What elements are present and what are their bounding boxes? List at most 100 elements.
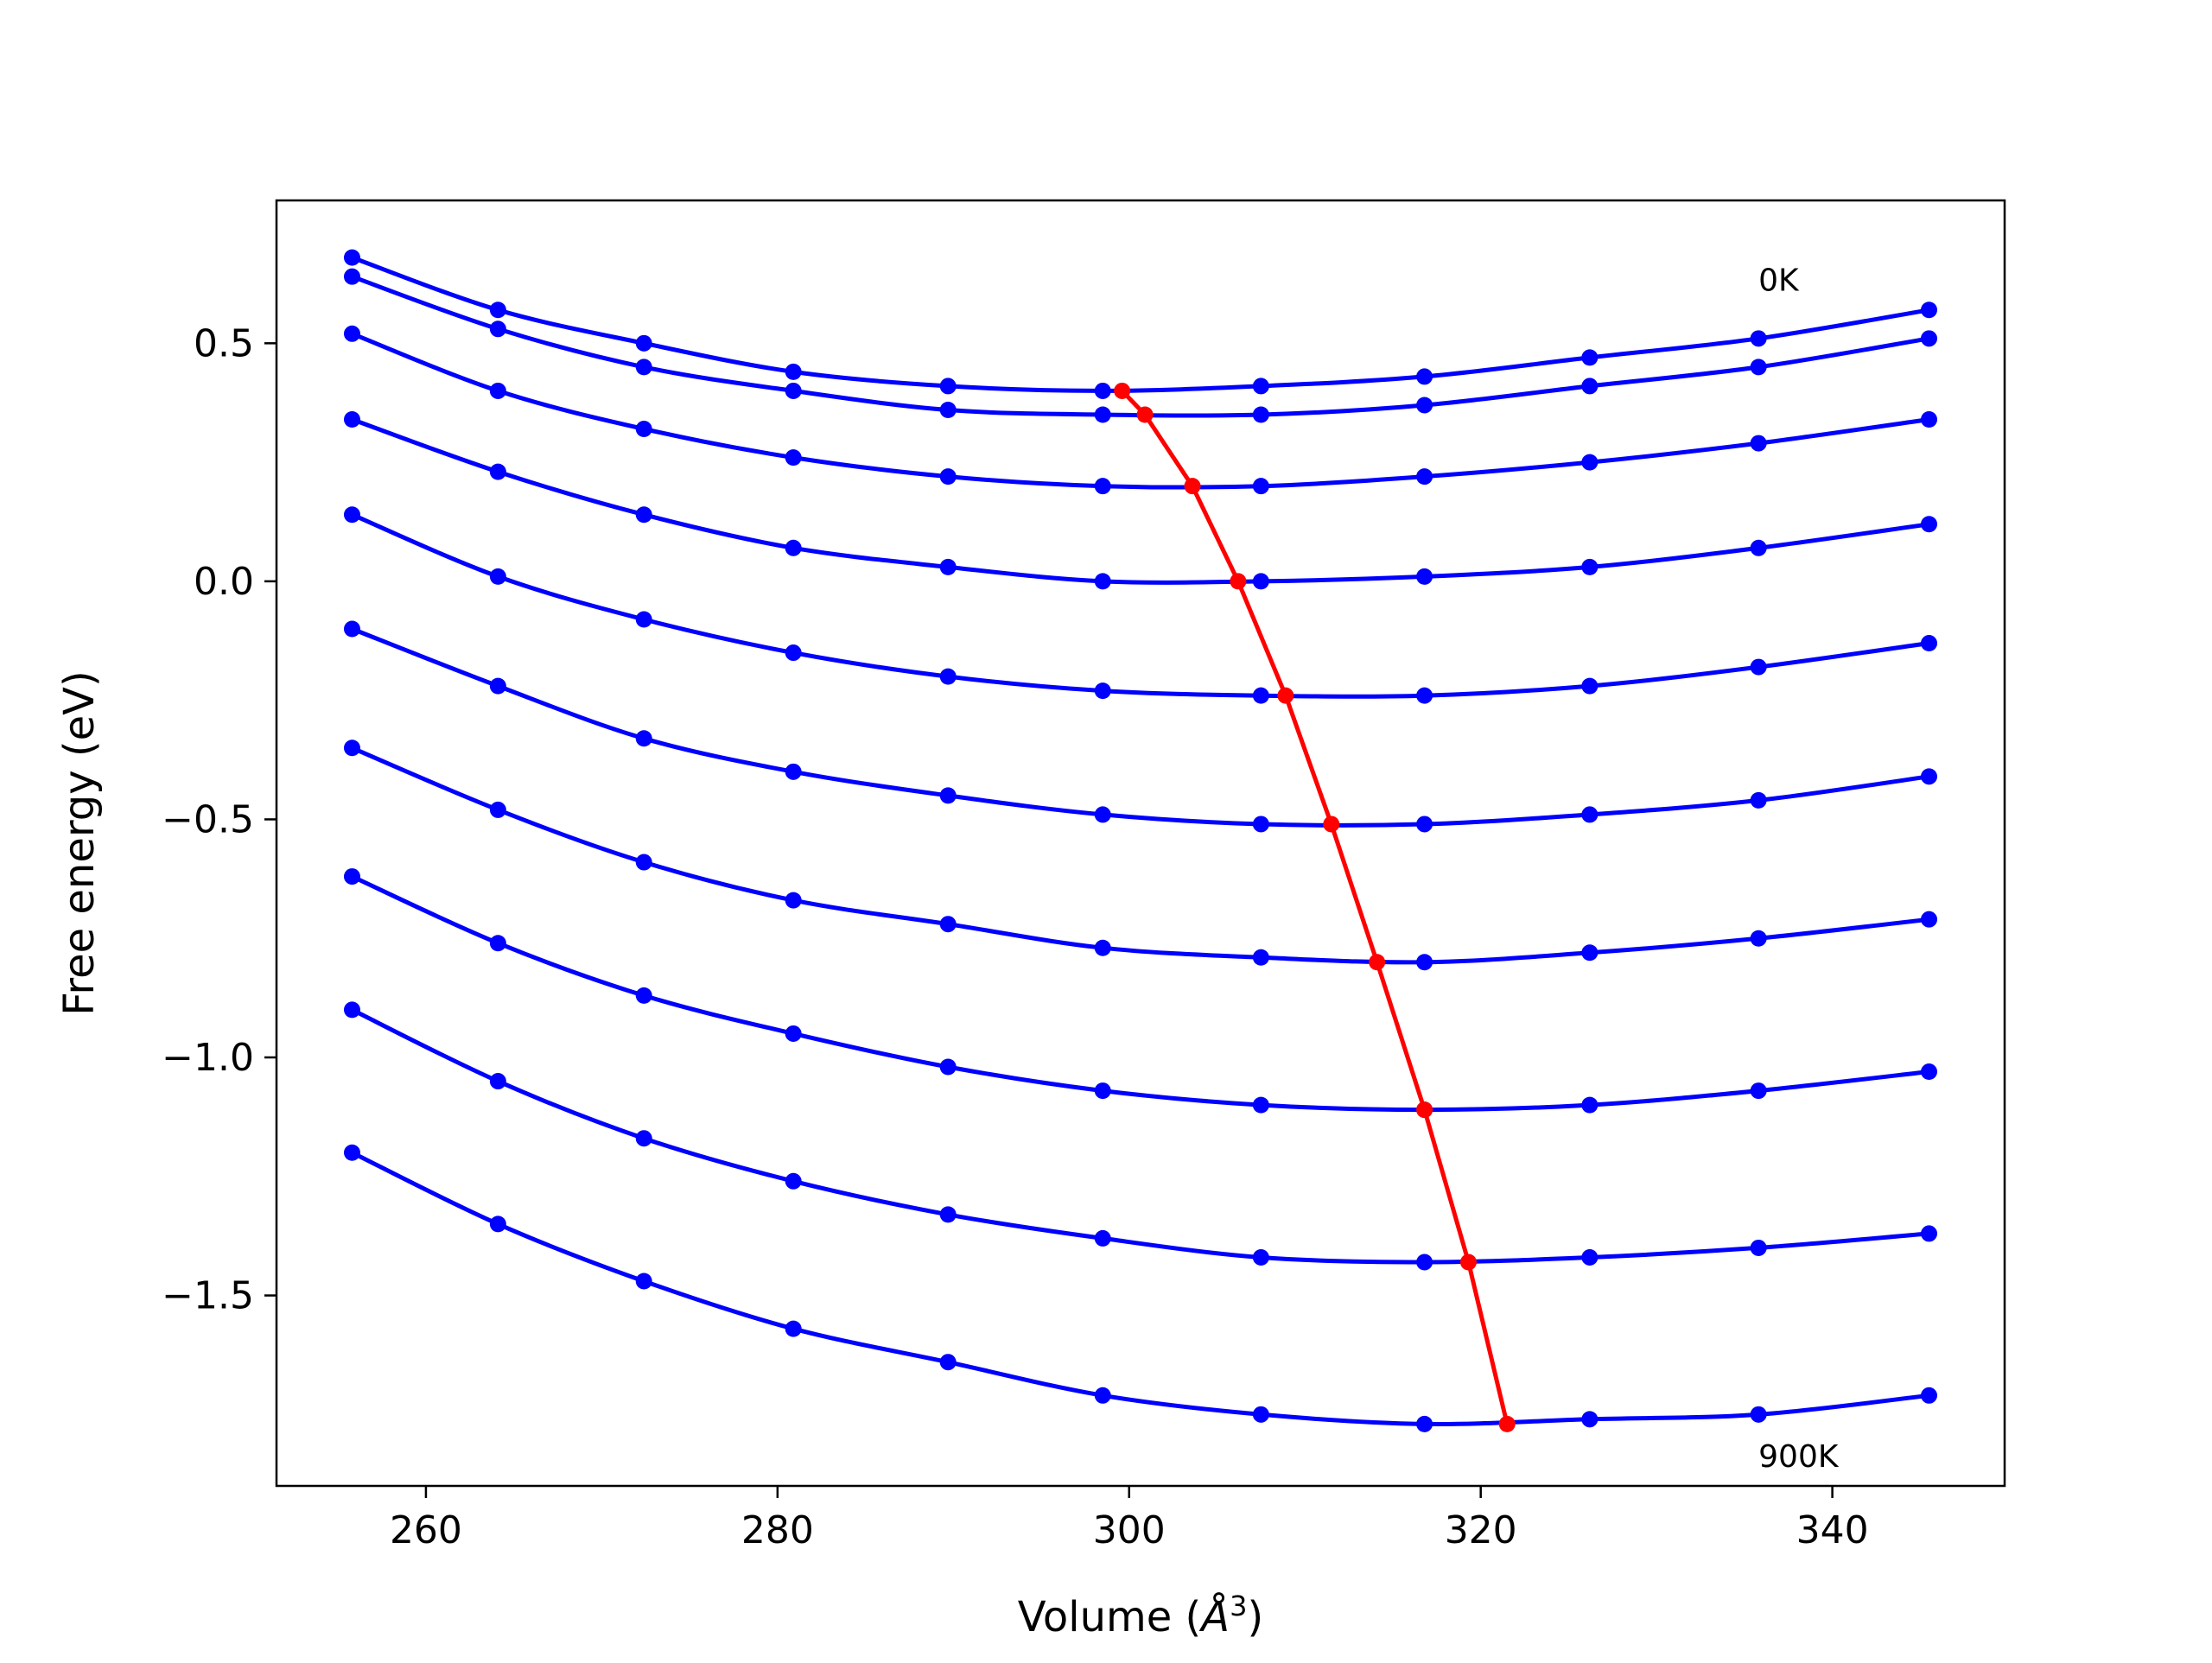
- series-line-5: [351, 626, 1929, 828]
- series-4-point-8: [1581, 677, 1599, 695]
- series-4-point-0: [343, 506, 360, 524]
- y-tick-label: −0.5: [162, 797, 254, 841]
- series-7-point-0: [343, 868, 360, 885]
- series-2-point-7: [1416, 468, 1433, 486]
- series-3-point-9: [1750, 539, 1767, 556]
- series-1-point-3: [785, 382, 802, 399]
- series-3-point-7: [1416, 568, 1433, 585]
- series-4-point-6: [1252, 687, 1269, 704]
- series-1-point-2: [635, 359, 652, 376]
- series-9-point-0: [343, 1144, 360, 1161]
- y-axis-ticks: −1.5 −1.0 −0.5 0.0 0.5: [162, 321, 276, 1318]
- series-8-point-0: [343, 1001, 360, 1019]
- series-9-point-10: [1921, 1387, 1938, 1404]
- x-tick-label: 340: [1796, 1508, 1869, 1552]
- series-2-point-10: [1921, 411, 1938, 428]
- series-5-point-2: [635, 730, 652, 747]
- annotation-layer: 0K 900K: [1758, 263, 1840, 1475]
- minimum-point-5: [1323, 816, 1340, 833]
- series-1-point-10: [1921, 330, 1938, 347]
- series-6-point-10: [1921, 911, 1938, 928]
- series-0-point-0: [343, 249, 360, 266]
- series-line-7: [351, 874, 1929, 1113]
- series-4-point-9: [1750, 658, 1767, 676]
- series-2-point-4: [939, 468, 957, 486]
- series-7-point-1: [489, 935, 506, 952]
- series-8-point-3: [785, 1172, 802, 1190]
- minimum-point-0: [1114, 382, 1131, 399]
- series-9-point-1: [489, 1216, 506, 1233]
- series-0-point-1: [489, 301, 506, 319]
- series-6-point-9: [1750, 930, 1767, 947]
- series-7-point-9: [1750, 1082, 1767, 1100]
- series-0-point-9: [1750, 330, 1767, 347]
- minimum-point-6: [1369, 954, 1386, 971]
- series-6-point-8: [1581, 944, 1599, 962]
- series-line-0: [351, 255, 1929, 393]
- series-6-point-4: [939, 916, 957, 933]
- series-8-point-10: [1921, 1225, 1938, 1242]
- series-8-point-4: [939, 1206, 957, 1223]
- series-2-point-8: [1581, 454, 1599, 471]
- y-tick-label: 0.5: [194, 321, 254, 365]
- series-7-point-4: [939, 1058, 957, 1076]
- series-5-point-0: [343, 620, 360, 638]
- minimum-point-4: [1277, 687, 1294, 704]
- series-5-point-3: [785, 763, 802, 780]
- series-3-point-1: [489, 463, 506, 480]
- series-5-point-6: [1252, 816, 1269, 833]
- series-0-point-8: [1581, 349, 1599, 366]
- series-1-point-6: [1252, 406, 1269, 423]
- series-9-point-4: [939, 1354, 957, 1371]
- series-7-point-8: [1581, 1096, 1599, 1114]
- temperature-label-0: 0K: [1758, 263, 1800, 299]
- series-1-point-9: [1750, 359, 1767, 376]
- series-0-point-3: [785, 363, 802, 380]
- series-3-point-3: [785, 539, 802, 556]
- y-tick-label: 0.0: [194, 560, 254, 604]
- series-0-point-5: [1094, 382, 1111, 399]
- minimum-line: [1120, 389, 1510, 1425]
- series-6-point-6: [1252, 949, 1269, 966]
- minima-layer: [1114, 382, 1516, 1432]
- series-9-point-6: [1252, 1406, 1269, 1423]
- series-5-point-8: [1581, 806, 1599, 823]
- series-5-point-10: [1921, 768, 1938, 785]
- series-1-point-0: [343, 268, 360, 285]
- series-2-point-5: [1094, 478, 1111, 495]
- minimum-point-1: [1136, 406, 1154, 423]
- series-9-point-7: [1416, 1415, 1433, 1432]
- series-6-point-1: [489, 801, 506, 818]
- series-9-point-8: [1581, 1411, 1599, 1428]
- series-8-point-6: [1252, 1248, 1269, 1266]
- minimum-point-9: [1498, 1415, 1516, 1432]
- plot-frame: [275, 199, 2006, 1488]
- temperature-label-1: 900K: [1758, 1439, 1840, 1475]
- series-5-point-9: [1750, 791, 1767, 809]
- series-1-point-8: [1581, 378, 1599, 395]
- minimum-point-3: [1230, 573, 1247, 590]
- series-line-3: [351, 417, 1929, 585]
- series-1-point-7: [1416, 397, 1433, 414]
- series-1-point-4: [939, 401, 957, 418]
- series-6-point-3: [785, 892, 802, 909]
- series-7-point-2: [635, 987, 652, 1004]
- x-tick-label: 320: [1445, 1508, 1517, 1552]
- series-layer: [343, 249, 1938, 1432]
- series-4-point-10: [1921, 635, 1938, 652]
- minimum-point-2: [1184, 478, 1201, 495]
- series-7-point-6: [1252, 1096, 1269, 1114]
- x-tick-label: 300: [1093, 1508, 1166, 1552]
- series-5-point-4: [939, 787, 957, 804]
- series-6-point-0: [343, 739, 360, 757]
- series-0-point-4: [939, 378, 957, 395]
- series-3-point-4: [939, 558, 957, 575]
- series-2-point-3: [785, 449, 802, 467]
- series-8-point-9: [1750, 1239, 1767, 1256]
- series-9-point-9: [1750, 1406, 1767, 1423]
- series-3-point-6: [1252, 573, 1269, 590]
- series-8-point-8: [1581, 1248, 1599, 1266]
- series-2-point-9: [1750, 435, 1767, 452]
- series-0-point-7: [1416, 368, 1433, 385]
- series-2-point-2: [635, 421, 652, 438]
